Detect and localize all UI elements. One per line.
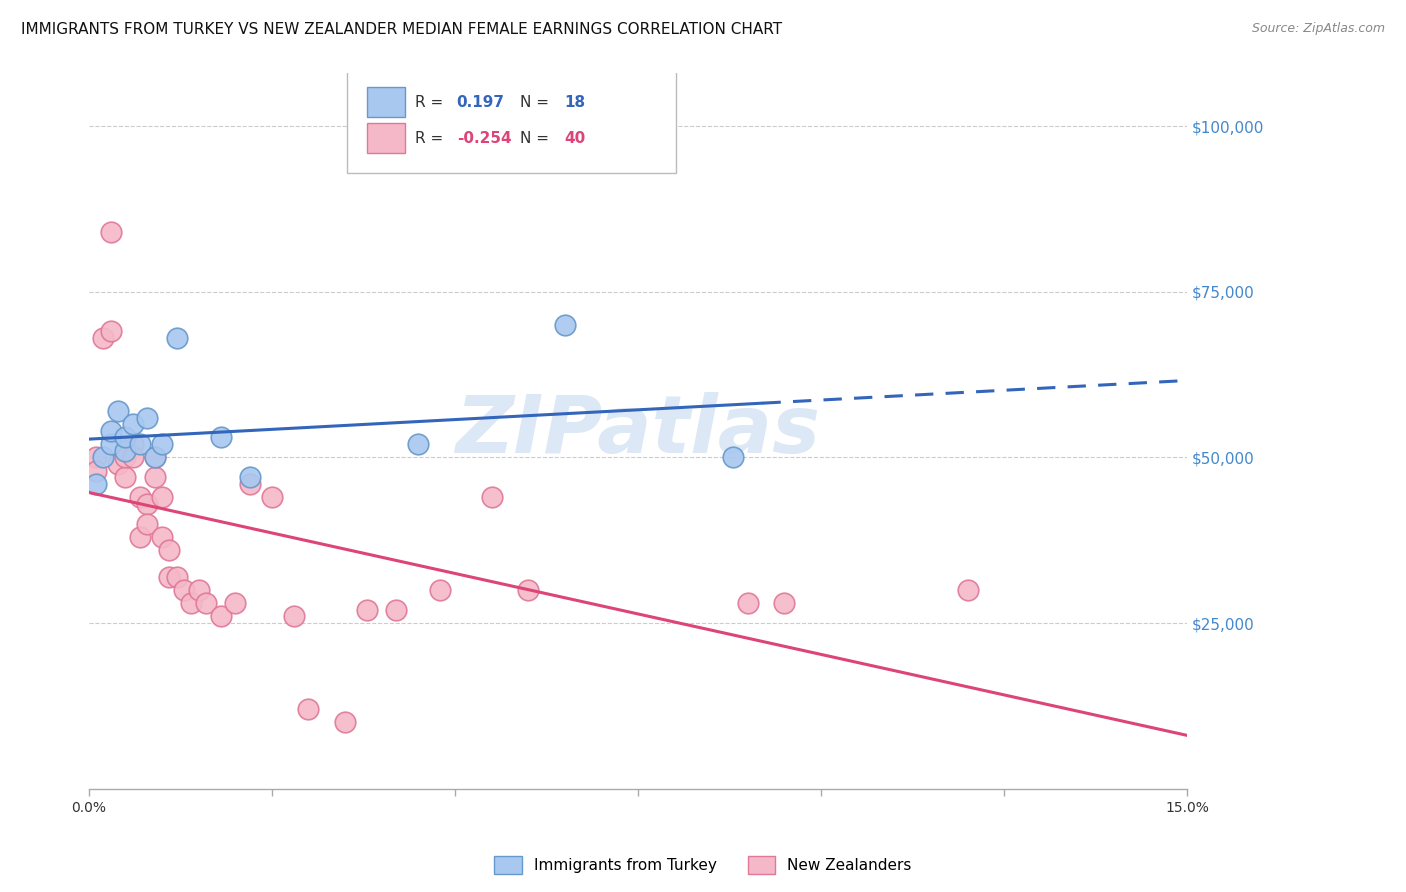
Point	[187, 582, 209, 597]
Point	[554, 318, 576, 332]
Text: 18: 18	[478, 98, 499, 112]
Point	[194, 596, 217, 610]
Point	[136, 497, 159, 511]
Point	[173, 582, 195, 597]
Point	[100, 225, 122, 239]
Text: 0.197: 0.197	[457, 95, 505, 110]
Point	[157, 543, 180, 558]
Point	[209, 430, 232, 444]
Point	[84, 450, 107, 465]
Text: R = -0.254: R = -0.254	[368, 123, 451, 137]
Text: R =: R =	[415, 130, 449, 145]
Point	[100, 437, 122, 451]
Point	[114, 470, 136, 484]
Point	[517, 582, 540, 597]
FancyBboxPatch shape	[347, 66, 676, 173]
Point	[114, 430, 136, 444]
Text: N =: N =	[520, 130, 554, 145]
Text: 40: 40	[478, 123, 501, 137]
Point	[773, 596, 796, 610]
Point	[84, 464, 107, 478]
Point	[143, 450, 166, 465]
Point	[143, 450, 166, 465]
Text: -0.254: -0.254	[457, 130, 512, 145]
Legend: Immigrants from Turkey, New Zealanders: Immigrants from Turkey, New Zealanders	[488, 850, 918, 880]
Point	[114, 443, 136, 458]
Point	[100, 325, 122, 339]
Point	[721, 450, 744, 465]
Point	[180, 596, 202, 610]
Point	[121, 450, 143, 465]
Text: R =: R =	[415, 95, 449, 110]
Text: R =: R =	[368, 98, 396, 112]
Point	[429, 582, 451, 597]
Point	[260, 490, 283, 504]
Point	[121, 417, 143, 432]
Text: N =: N =	[520, 95, 554, 110]
Point	[150, 490, 173, 504]
Text: N =: N =	[451, 123, 481, 137]
Point	[385, 603, 408, 617]
Text: Source: ZipAtlas.com: Source: ZipAtlas.com	[1251, 22, 1385, 36]
Point	[136, 516, 159, 531]
Point	[84, 476, 107, 491]
Point	[297, 702, 319, 716]
Point	[121, 437, 143, 451]
Point	[956, 582, 979, 597]
Text: 40: 40	[564, 130, 586, 145]
Point	[283, 609, 305, 624]
Point	[107, 457, 129, 471]
Point	[481, 490, 503, 504]
FancyBboxPatch shape	[367, 123, 405, 153]
Point	[224, 596, 246, 610]
Text: N =: N =	[451, 98, 481, 112]
Point	[129, 490, 152, 504]
Point	[129, 530, 152, 544]
Point	[107, 404, 129, 418]
Point	[93, 450, 115, 465]
Point	[157, 569, 180, 583]
Point	[100, 424, 122, 438]
Point	[239, 470, 262, 484]
Text: ZIPatlas: ZIPatlas	[456, 392, 821, 470]
Point	[129, 437, 152, 451]
Point	[333, 715, 356, 730]
Point	[239, 476, 262, 491]
FancyBboxPatch shape	[367, 87, 405, 118]
Point	[150, 530, 173, 544]
Point	[356, 603, 378, 617]
Point	[93, 331, 115, 345]
Text: 18: 18	[564, 95, 585, 110]
Text: IMMIGRANTS FROM TURKEY VS NEW ZEALANDER MEDIAN FEMALE EARNINGS CORRELATION CHART: IMMIGRANTS FROM TURKEY VS NEW ZEALANDER …	[21, 22, 782, 37]
Point	[737, 596, 759, 610]
Point	[209, 609, 232, 624]
Point	[408, 437, 430, 451]
Text: 0.197: 0.197	[404, 98, 451, 112]
Point	[114, 450, 136, 465]
Point	[150, 437, 173, 451]
Point	[136, 410, 159, 425]
Point	[166, 331, 188, 345]
Point	[143, 470, 166, 484]
Point	[166, 569, 188, 583]
